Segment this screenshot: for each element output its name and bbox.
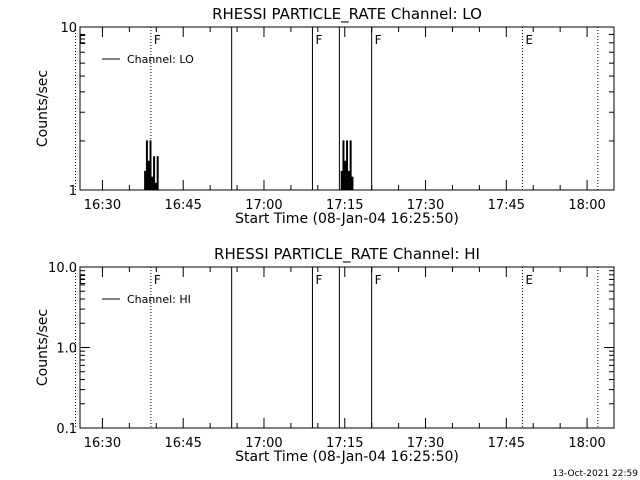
data-series-line (340, 140, 354, 191)
y-axis-label: Counts/sec (35, 309, 51, 386)
event-marker-label: F (154, 273, 161, 287)
x-tick-label: 17:00 (245, 198, 282, 213)
chart-title: RHESSI PARTICLE_RATE Channel: LO (212, 5, 482, 24)
event-marker-label: F (154, 33, 161, 47)
x-tick-label: 17:00 (245, 436, 282, 451)
x-tick-label: 17:45 (488, 436, 525, 451)
event-marker-label: F (375, 33, 382, 47)
x-tick-label: 16:45 (164, 198, 201, 213)
plot-frame (79, 266, 615, 429)
event-marker-label: E (525, 273, 533, 287)
x-axis-label: Start Time (08-Jan-04 16:25:50) (235, 211, 459, 227)
legend-label: Channel: HI (127, 293, 191, 306)
x-tick-label: 17:15 (326, 436, 363, 451)
event-marker-label: E (525, 33, 533, 47)
y-tick-label: 1.0 (56, 342, 77, 357)
x-tick-label: 16:30 (84, 436, 121, 451)
y-axis-label: Counts/sec (35, 70, 51, 147)
footer-timestamp: 13-Oct-2021 22:59 (553, 469, 639, 479)
chart-title: RHESSI PARTICLE_RATE Channel: HI (214, 245, 480, 264)
y-tick-label: 10.0 (48, 261, 77, 276)
x-tick-label: 18:00 (568, 436, 605, 451)
x-tick-label: 18:00 (568, 198, 605, 213)
event-marker-label: F (315, 33, 322, 47)
event-marker-label: F (375, 273, 382, 287)
x-tick-label: 16:45 (164, 436, 201, 451)
x-tick-label: 17:15 (326, 198, 363, 213)
x-tick-label: 17:45 (488, 198, 525, 213)
x-tick-label: 17:30 (407, 436, 444, 451)
event-marker-label: E (79, 273, 87, 287)
x-axis-label: Start Time (08-Jan-04 16:25:50) (235, 449, 459, 465)
y-tick-label: 0.1 (56, 422, 77, 437)
x-tick-label: 17:30 (407, 198, 444, 213)
y-tick-label: 10 (60, 21, 77, 36)
x-tick-label: 16:30 (84, 198, 121, 213)
event-marker-label: F (315, 273, 322, 287)
y-tick-label: 1 (69, 184, 77, 199)
legend-label: Channel: LO (127, 53, 194, 66)
data-series-line (142, 140, 159, 191)
event-marker-label: E (79, 33, 87, 47)
